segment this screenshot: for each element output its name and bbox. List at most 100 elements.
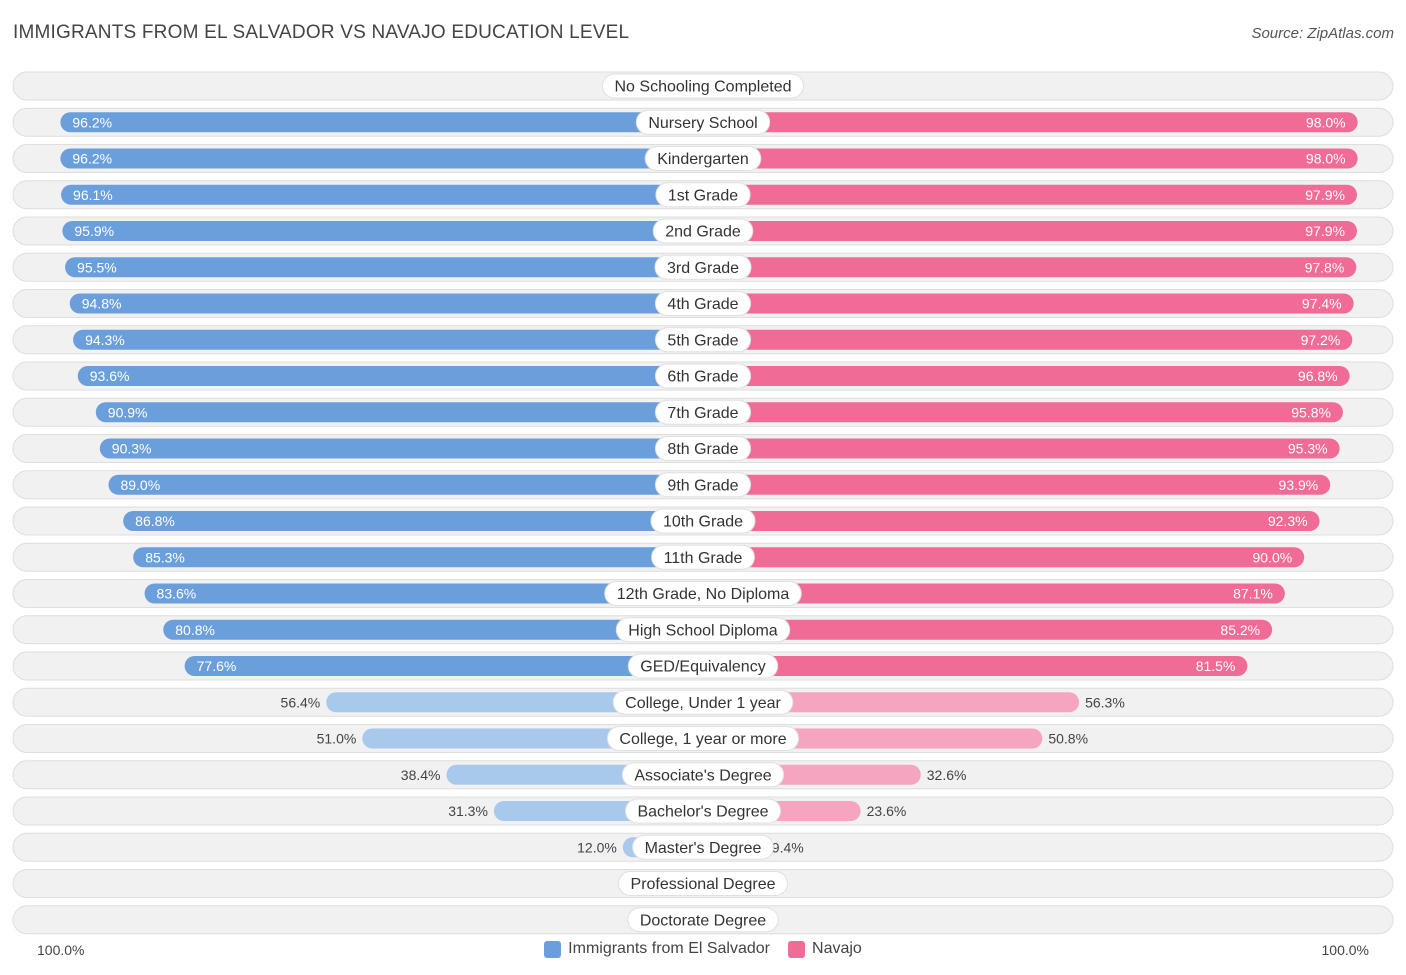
legend-item-navajo[interactable]: Navajo — [788, 940, 862, 958]
value-label-navajo: 87.1% — [1233, 586, 1273, 602]
bar-el-salvador — [69, 293, 703, 314]
bar-el-salvador — [184, 656, 703, 676]
category-label: Nursery School — [648, 115, 757, 132]
category-pill — [615, 617, 791, 643]
value-label-el-salvador: 38.4% — [401, 767, 441, 783]
category-pill — [655, 182, 751, 208]
axis-left-label: 100.0% — [37, 942, 85, 958]
bar-el-salvador — [60, 148, 704, 169]
value-label-navajo: 90.0% — [1252, 549, 1292, 565]
bar-el-salvador — [62, 221, 703, 241]
category-label: Professional Degree — [631, 876, 776, 893]
value-label-navajo: 97.2% — [1301, 332, 1341, 348]
value-label-el-salvador: 31.3% — [448, 803, 488, 819]
value-label-el-salvador: 89.0% — [120, 477, 160, 493]
category-pill — [654, 254, 752, 280]
source-label: Source: ZipAtlas.com — [1251, 25, 1394, 42]
category-label: 6th Grade — [667, 369, 738, 386]
bar-navajo — [703, 366, 1350, 386]
category-pill — [612, 689, 794, 715]
category-pill — [654, 327, 752, 353]
value-label-el-salvador: 90.3% — [112, 441, 152, 457]
legend-item-el-salvador[interactable]: Immigrants from El Salvador — [544, 940, 770, 958]
value-label-navajo: 85.2% — [1220, 622, 1260, 638]
bar-el-salvador — [65, 257, 703, 278]
bar-navajo — [703, 656, 1248, 676]
value-label-navajo: 9.4% — [772, 839, 804, 855]
category-pill — [627, 907, 779, 933]
bar-navajo — [703, 329, 1353, 350]
value-label-el-salvador: 96.2% — [72, 114, 112, 130]
category-pill — [651, 544, 755, 570]
category-label: 8th Grade — [667, 441, 738, 458]
bar-navajo — [703, 148, 1358, 169]
category-label: 4th Grade — [667, 296, 738, 313]
category-label: College, 1 year or more — [619, 731, 786, 748]
category-label: No Schooling Completed — [615, 79, 792, 96]
category-label: 5th Grade — [667, 332, 738, 349]
bar-el-salvador — [77, 366, 703, 386]
category-pill — [606, 726, 800, 751]
bar-el-salvador — [95, 402, 703, 423]
category-label: Associate's Degree — [634, 767, 771, 784]
category-label: Doctorate Degree — [640, 912, 766, 929]
category-label: College, Under 1 year — [625, 695, 781, 712]
value-label-el-salvador: 95.9% — [74, 223, 114, 239]
bar-navajo — [703, 112, 1358, 133]
bar-navajo — [703, 583, 1285, 604]
category-pill — [602, 73, 804, 99]
category-label: 12th Grade, No Diploma — [617, 586, 790, 603]
category-pill — [627, 653, 779, 679]
value-label-navajo: 95.8% — [1291, 404, 1331, 420]
category-label: 9th Grade — [667, 477, 738, 494]
bar-navajo — [703, 221, 1357, 241]
value-label-el-salvador: 94.8% — [82, 296, 122, 312]
category-pill — [654, 291, 752, 316]
value-label-el-salvador: 86.8% — [135, 513, 175, 529]
value-label-el-salvador: 96.2% — [72, 151, 112, 167]
value-label-el-salvador: 56.4% — [281, 694, 321, 710]
chart-title: IMMIGRANTS FROM EL SALVADOR VS NAVAJO ED… — [13, 22, 630, 43]
value-label-navajo: 95.3% — [1288, 441, 1328, 457]
category-label: Bachelor's Degree — [637, 804, 768, 821]
bar-el-salvador — [123, 511, 703, 531]
value-label-el-salvador: 94.3% — [85, 332, 125, 348]
category-label: 7th Grade — [667, 405, 738, 422]
category-pill — [654, 472, 752, 498]
category-label: 11th Grade — [664, 550, 743, 567]
bar-navajo — [703, 438, 1340, 459]
category-pill — [654, 363, 752, 389]
category-pill — [618, 871, 788, 896]
category-label: 2nd Grade — [665, 224, 741, 241]
value-label-navajo: 81.5% — [1196, 658, 1236, 674]
bar-el-salvador — [108, 474, 704, 495]
bar-navajo — [703, 184, 1357, 205]
category-pill — [604, 581, 802, 606]
category-pill — [650, 508, 756, 534]
category-pill — [632, 834, 774, 860]
bar-el-salvador — [99, 438, 703, 459]
bar-el-salvador — [60, 112, 704, 133]
value-label-el-salvador: 85.3% — [145, 549, 185, 565]
category-pill — [654, 399, 752, 425]
bar-el-salvador — [61, 184, 703, 205]
value-label-el-salvador: 12.0% — [577, 839, 617, 855]
value-label-navajo: 50.8% — [1048, 731, 1088, 747]
value-label-el-salvador: 96.1% — [73, 187, 113, 203]
category-label: 10th Grade — [663, 514, 743, 531]
value-label-navajo: 97.4% — [1302, 296, 1342, 312]
value-label-el-salvador: 95.5% — [77, 259, 117, 275]
value-label-navajo: 98.0% — [1306, 114, 1346, 130]
category-label: High School Diploma — [628, 622, 778, 639]
value-label-el-salvador: 77.6% — [197, 658, 237, 674]
bar-navajo — [703, 511, 1320, 531]
category-label: 1st Grade — [668, 187, 738, 204]
category-pill — [635, 109, 771, 135]
category-pill — [644, 146, 762, 171]
bar-el-salvador — [133, 547, 704, 568]
value-label-navajo: 56.3% — [1085, 694, 1125, 710]
value-label-el-salvador: 80.8% — [175, 622, 215, 638]
value-label-navajo: 97.8% — [1305, 259, 1345, 275]
bar-navajo — [703, 619, 1273, 640]
legend-label-el-salvador: Immigrants from El Salvador — [568, 940, 771, 957]
